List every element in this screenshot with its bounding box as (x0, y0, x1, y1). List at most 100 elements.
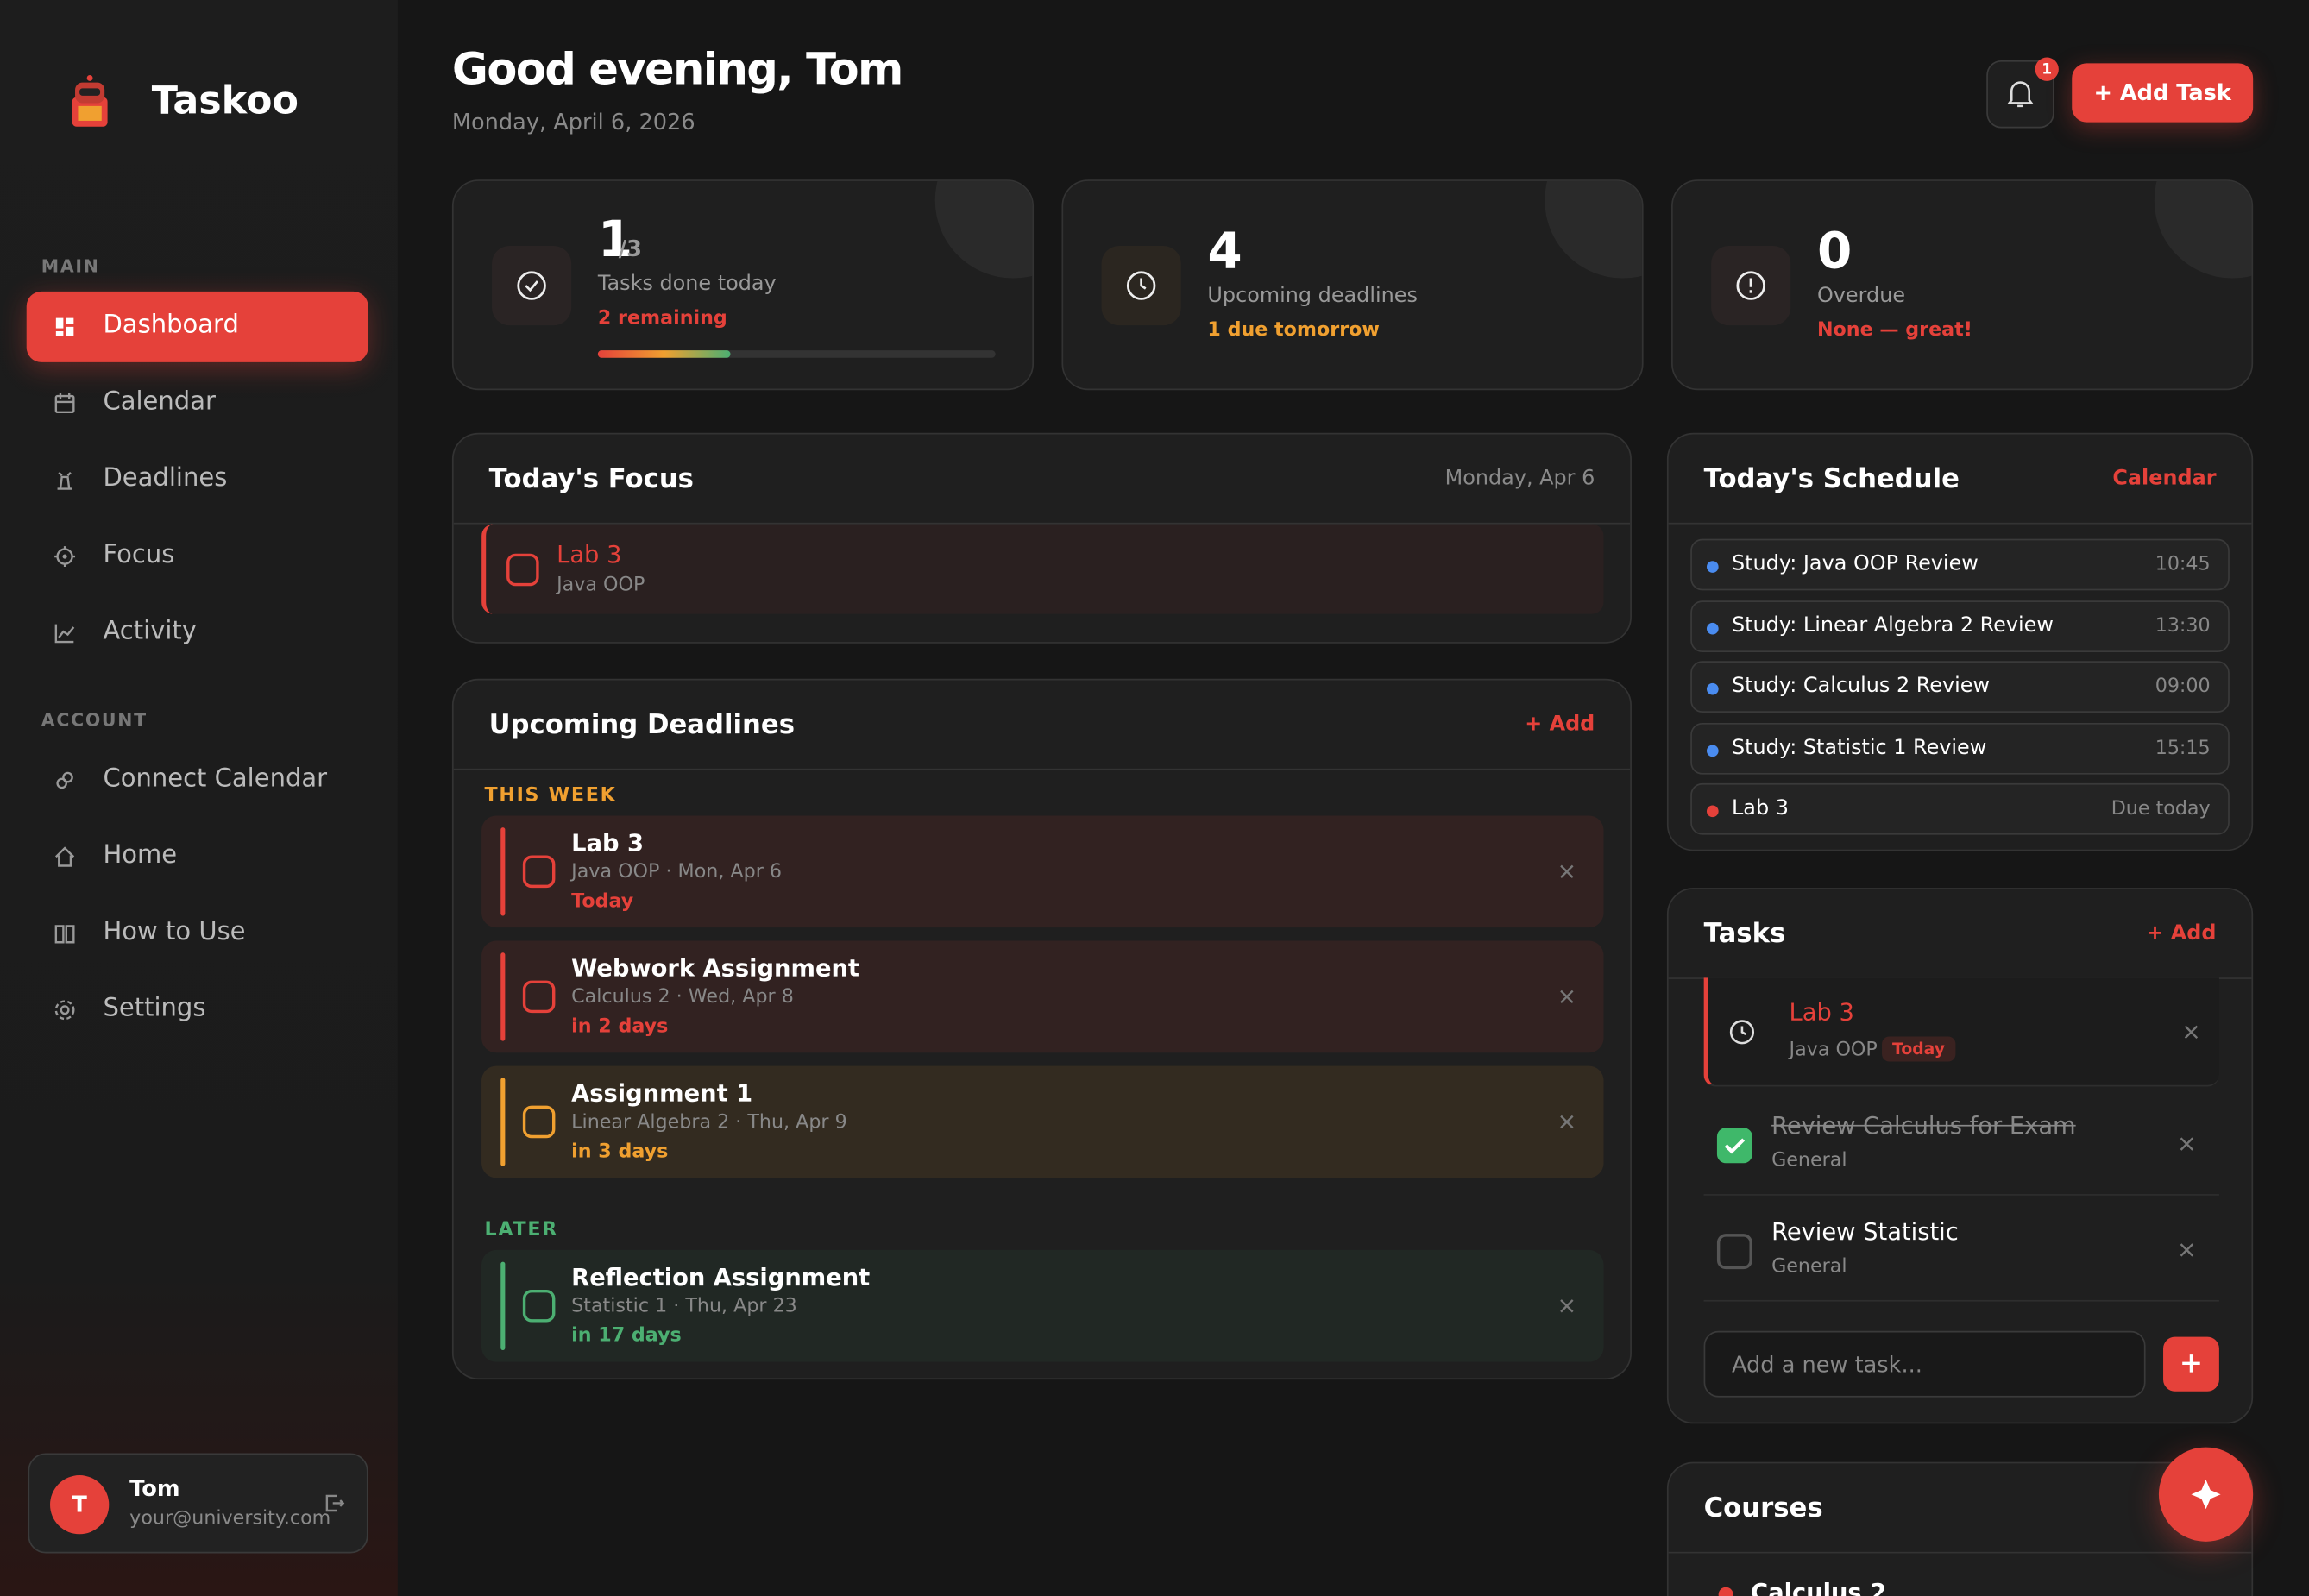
schedule-item[interactable]: Study: Java OOP Review 10:45 (1690, 538, 2230, 591)
task-meta: General (1771, 1149, 1847, 1172)
card-action[interactable]: + Add (2146, 921, 2217, 946)
deadline-meta: Linear Algebra 2 · Thu, Apr 9 (571, 1111, 847, 1134)
urgency-bar (500, 1261, 506, 1350)
nav-icon (55, 317, 74, 336)
checkbox[interactable] (522, 1105, 556, 1139)
schedule-item[interactable]: Study: Statistic 1 Review 15:15 (1690, 722, 2230, 774)
deadline-item[interactable]: Reflection Assignment Statistic 1 · Thu, … (481, 1249, 1604, 1362)
stat-icon (1711, 246, 1791, 326)
deadline-item[interactable]: Assignment 1 Linear Algebra 2 · Thu, Apr … (481, 1065, 1604, 1178)
schedule-dot (1706, 622, 1719, 634)
stat-icon (492, 246, 572, 326)
focus-course: Java OOP (557, 574, 645, 597)
nav-section-label: MAIN (41, 255, 100, 277)
user-card[interactable]: T Tom your@university.com (28, 1453, 368, 1554)
stat-card: 4 Upcoming deadlines 1 due tomorrow (1061, 179, 1644, 391)
stat-card: 1/3 Tasks done today 2 remaining (451, 179, 1035, 391)
remove-icon[interactable] (1558, 1113, 1576, 1130)
nav-item[interactable]: Dashboard (26, 291, 368, 362)
nav-item[interactable]: Settings (27, 975, 368, 1046)
deadline-title: Lab 3 (571, 828, 645, 858)
stat-note: None — great! (1816, 319, 1972, 342)
new-task-input[interactable]: Add a new task... (1703, 1330, 2146, 1398)
brand: Taskoo (151, 79, 299, 124)
icon (1126, 271, 1156, 300)
nav-item[interactable]: Deadlines (27, 444, 368, 515)
nav-item[interactable]: Calendar (27, 368, 368, 439)
focus-item[interactable]: Lab 3 Java OOP (481, 524, 1604, 614)
course-name: Calculus 2 (1751, 1578, 1887, 1596)
urgency-bar (500, 952, 506, 1041)
schedule-item[interactable]: Study: Calculus 2 Review 09:00 (1690, 661, 2230, 713)
add-task-submit[interactable] (2163, 1336, 2219, 1392)
nav-icon (54, 393, 75, 414)
schedule-time: 09:00 (2155, 675, 2211, 698)
nav-label: Dashboard (103, 311, 239, 341)
remove-icon[interactable] (1558, 1298, 1576, 1315)
task-item[interactable]: Lab 3 Java OOP Today (1703, 977, 2219, 1087)
schedule-title: Study: Statistic 1 Review (1731, 735, 1987, 759)
deadline-meta: Java OOP · Mon, Apr 6 (571, 861, 783, 883)
nav-item[interactable]: Connect Calendar (27, 745, 368, 816)
deadline-item[interactable]: Webwork Assignment Calculus 2 · Wed, Apr … (481, 940, 1604, 1053)
checkbox[interactable] (522, 1290, 556, 1323)
card-action[interactable]: Calendar (2112, 467, 2217, 491)
schedule-time: 10:45 (2155, 553, 2211, 576)
nav-icon (56, 771, 73, 789)
checkbox[interactable] (1716, 1234, 1752, 1270)
user-email: your@university.com (129, 1507, 331, 1530)
remove-icon[interactable] (2182, 1023, 2199, 1040)
card-action[interactable]: + Add (1525, 713, 1595, 737)
notification-button[interactable]: 1 (1986, 57, 2059, 129)
remove-icon[interactable] (2178, 1241, 2195, 1259)
remove-icon[interactable] (1558, 988, 1576, 1005)
urgency-bar (500, 1078, 506, 1166)
user-name: Tom (129, 1475, 180, 1502)
nav-item[interactable]: Focus (27, 521, 368, 592)
nav-label: Deadlines (103, 463, 228, 493)
deadline-due: Today (571, 890, 634, 914)
deadline-item[interactable]: Lab 3 Java OOP · Mon, Apr 6 Today (481, 815, 1604, 928)
task-item[interactable]: Review Calculus for Exam General (1703, 1096, 2219, 1196)
task-meta: Java OOP (1789, 1039, 1878, 1062)
schedule-item[interactable]: Lab 3 Due today (1690, 782, 2230, 835)
card-header: Upcoming Deadlines + Add (453, 680, 1631, 770)
placeholder: Add a new task... (1731, 1351, 1922, 1379)
card-action: Monday, Apr 6 (1444, 467, 1595, 491)
schedule-time: 13:30 (2155, 614, 2211, 638)
nav-label: Calendar (103, 386, 216, 417)
checkbox[interactable] (522, 855, 556, 889)
badge: 1 (2035, 57, 2059, 81)
nav-item[interactable]: How to Use (27, 898, 368, 969)
task-item[interactable]: Review Statistic General (1703, 1202, 2219, 1302)
card-header: Tasks + Add (1668, 889, 2252, 979)
card-header: Today's Schedule Calendar (1668, 434, 2252, 525)
remove-icon[interactable] (2178, 1135, 2195, 1153)
schedule-dot (1706, 805, 1719, 818)
decor-circle (2154, 180, 2252, 279)
group-label: THIS WEEK (484, 784, 617, 807)
nav-item[interactable]: Activity (27, 598, 368, 669)
checkbox-checked[interactable] (1716, 1128, 1752, 1164)
schedule-time: Due today (2111, 797, 2211, 820)
logout-icon[interactable] (324, 1493, 345, 1514)
task-title: Review Statistic (1771, 1217, 1959, 1246)
checkbox[interactable] (522, 980, 556, 1014)
greeting: Good evening, Tom (451, 44, 903, 96)
add-task-button[interactable]: + Add Task (2072, 63, 2254, 123)
card-title: Courses (1703, 1492, 1823, 1524)
assistant-fab[interactable] (2158, 1447, 2254, 1542)
stat-label: Upcoming deadlines (1207, 284, 1418, 308)
task-title: Lab 3 (1789, 998, 1854, 1027)
nav-label: Home (103, 840, 178, 870)
icon (1736, 271, 1765, 300)
card-header: Today's Focus Monday, Apr 6 (453, 434, 1631, 525)
nav-label: Focus (103, 540, 175, 570)
logo (72, 75, 108, 127)
remove-icon[interactable] (1558, 863, 1576, 880)
nav-item[interactable]: Home (27, 821, 368, 892)
card-title: Upcoming Deadlines (488, 708, 796, 740)
checkbox[interactable] (506, 553, 539, 587)
schedule-item[interactable]: Study: Linear Algebra 2 Review 13:30 (1690, 600, 2230, 652)
